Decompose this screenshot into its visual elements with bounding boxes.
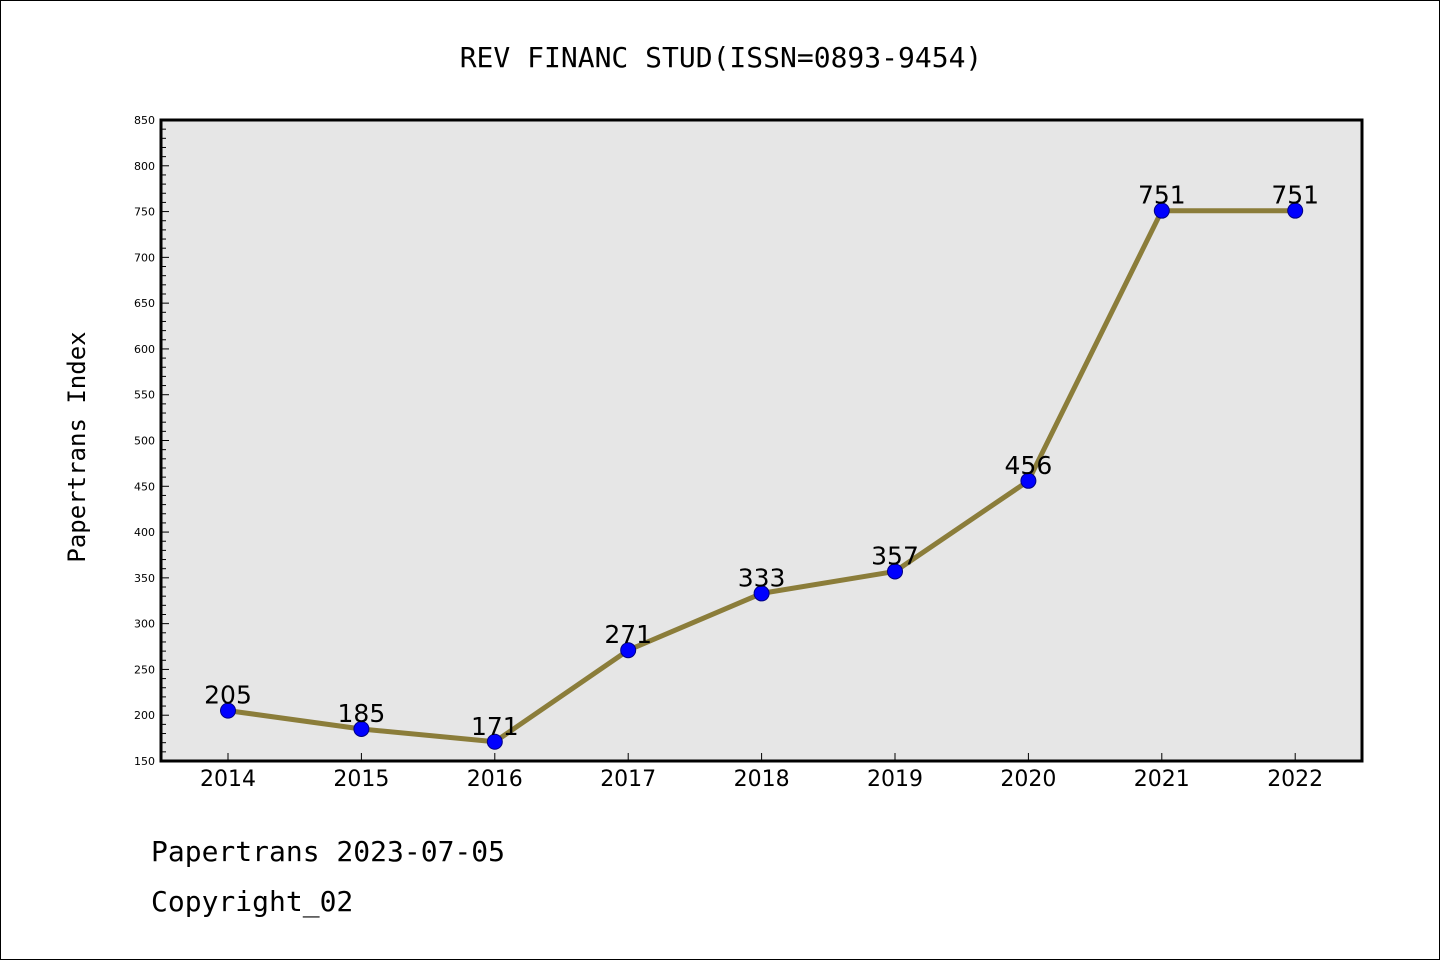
- x-tick-label: 2022: [1267, 767, 1323, 792]
- data-point-marker: [486, 733, 503, 750]
- y-tick-label: 800: [134, 160, 155, 173]
- y-tick-label: 600: [134, 343, 155, 356]
- x-tick-label: 2018: [734, 767, 790, 792]
- x-axis-ticks: [227, 753, 1296, 761]
- y-tick-label: 150: [134, 755, 155, 768]
- data-label: 751: [1138, 181, 1186, 210]
- y-axis-tick-labels: 150 200 250 300 350 400 450 500 550 600 650 700 750 8…: [134, 114, 155, 768]
- data-label: 271: [604, 620, 652, 649]
- x-tick-label: 2019: [867, 767, 923, 792]
- data-label: 185: [338, 699, 386, 728]
- y-tick-label: 650: [134, 297, 155, 310]
- x-tick-label: 2021: [1134, 767, 1190, 792]
- x-tick-label: 2020: [1000, 767, 1056, 792]
- data-label: 333: [738, 563, 786, 592]
- y-tick-label: 550: [134, 389, 155, 402]
- y-tick-label: 450: [134, 480, 155, 493]
- chart-title: REV FINANC STUD(ISSN=0893-9454): [460, 41, 983, 74]
- y-tick-label: 200: [134, 709, 155, 722]
- data-point-marker: [753, 585, 770, 602]
- plot-area: [159, 118, 1364, 763]
- data-label: 171: [471, 712, 519, 741]
- data-point-marker: [220, 702, 236, 719]
- y-tick-label: 250: [134, 663, 155, 676]
- y-tick-label: 400: [134, 526, 155, 539]
- x-tick-label: 2015: [333, 767, 389, 792]
- data-point-marker: [887, 563, 903, 580]
- data-point-marker: [1020, 472, 1037, 489]
- x-tick-label: 2014: [200, 767, 256, 792]
- data-labels: 205 185 171 271 333 357 456 751 751: [204, 181, 1319, 741]
- data-point-marker: [1287, 202, 1304, 219]
- footer-copyright-text: Copyright_02: [151, 885, 354, 918]
- y-axis-ticks: [161, 119, 169, 762]
- y-tick-label: 500: [134, 435, 155, 448]
- y-tick-label: 700: [134, 251, 155, 264]
- y-tick-label: 750: [134, 206, 155, 219]
- x-tick-label: 2016: [467, 767, 523, 792]
- y-tick-label: 300: [134, 618, 155, 631]
- data-point-marker: [620, 642, 637, 659]
- data-point-marker: [353, 720, 370, 737]
- x-axis-tick-labels: 2014 2015 2016 2017 2018 2019 2020 2021 2022: [200, 767, 1323, 792]
- y-tick-label: 350: [134, 572, 155, 585]
- data-label: 751: [1271, 181, 1319, 210]
- data-label: 357: [871, 541, 919, 570]
- y-axis-label: Papertrans Index: [63, 331, 91, 562]
- data-label: 456: [1005, 451, 1053, 480]
- data-point-markers: [220, 202, 1304, 750]
- x-tick-label: 2017: [600, 767, 656, 792]
- footer-date-text: Papertrans 2023-07-05: [151, 835, 506, 868]
- y-tick-label: 850: [134, 114, 155, 127]
- data-label: 205: [204, 681, 252, 710]
- data-point-marker: [1153, 202, 1170, 219]
